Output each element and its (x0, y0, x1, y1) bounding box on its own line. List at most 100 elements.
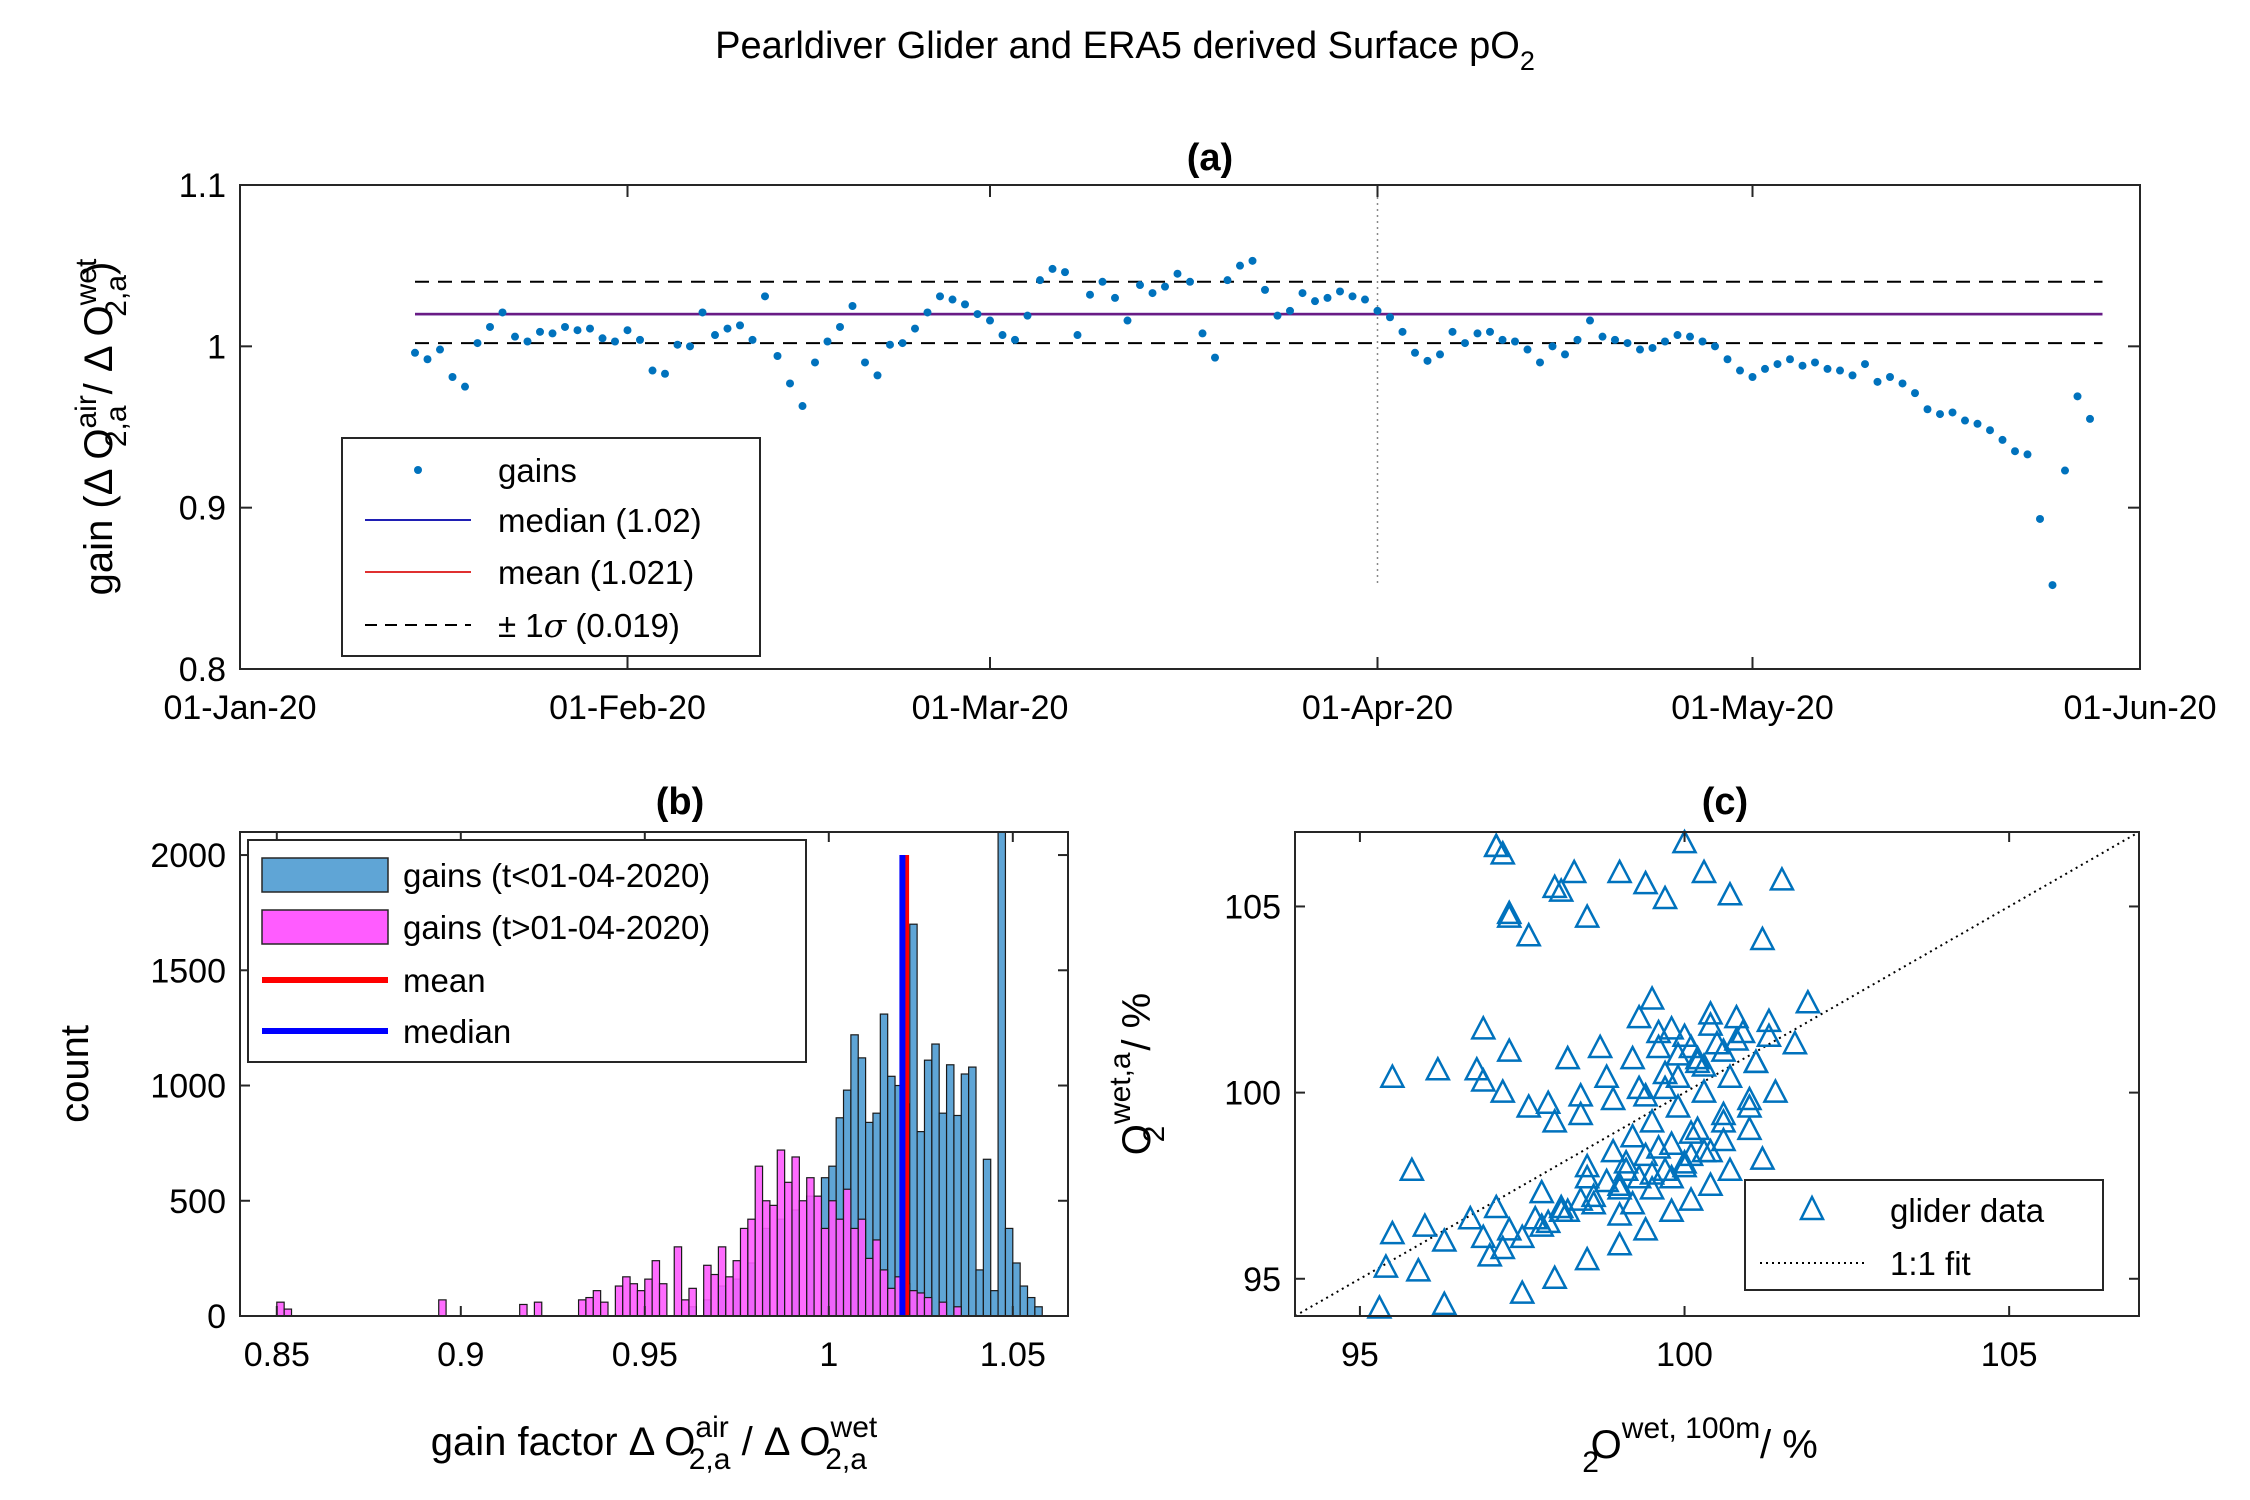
glider-point (1710, 1100, 1737, 1126)
hist-bar-after (842, 1188, 852, 1317)
glider-point (1496, 902, 1523, 928)
gain-point (1373, 306, 1382, 315)
gain-point (1711, 342, 1719, 351)
legend-before-label: gains (t<01-04-2020) (403, 857, 710, 894)
glider-point (1509, 1223, 1536, 1249)
panel-b-title: (b) (656, 781, 705, 823)
hist-bar-after (784, 1181, 793, 1317)
glider-point (1496, 1036, 1523, 1062)
gain-point (1098, 277, 1107, 286)
glider-point (1509, 1278, 1536, 1304)
glider-point (1528, 1211, 1555, 1237)
glider-point (1645, 1018, 1672, 1044)
glider-point (1639, 1174, 1666, 1200)
y-tick-label: 500 (169, 1183, 226, 1221)
gain-point (1061, 268, 1069, 277)
x-tick-label: 01-Apr-20 (1302, 689, 1453, 727)
panel-a-plot-area (411, 185, 2103, 590)
hist-bar-before (1004, 1227, 1014, 1317)
gain-point (761, 292, 769, 301)
hist-bar-after (739, 1227, 749, 1317)
glider-point (1587, 1033, 1614, 1059)
panel-a-legend: gains median (1.02) mean (1.021) ± 1σ (0… (341, 437, 761, 657)
gain-point (661, 369, 669, 378)
gain-point (1998, 435, 2007, 444)
y-tick-label: 0 (207, 1298, 226, 1336)
glider-point (1658, 1197, 1685, 1222)
glider-point (1632, 869, 1659, 895)
panel-a-y-axis: 0.8 0.9 1 1.1 (179, 167, 2140, 689)
gain-point (2086, 414, 2094, 423)
gain-point (1148, 289, 1157, 298)
legend-gains-label: gains (498, 452, 577, 489)
gain-point (1198, 329, 1207, 338)
hist-bar-before (1019, 1285, 1029, 1317)
glider-point (1742, 1048, 1770, 1074)
gain-point (1811, 358, 1819, 367)
glider-point (1716, 1156, 1744, 1182)
gain-point (836, 322, 844, 331)
glider-point (1768, 865, 1795, 891)
glider-point (1574, 902, 1601, 928)
glider-point (1671, 1148, 1698, 1174)
gain-point (748, 335, 757, 344)
glider-point (1736, 1092, 1763, 1118)
glider-point (1424, 1055, 1451, 1081)
glider-point (1541, 873, 1568, 899)
hist-bar-before (953, 1114, 962, 1317)
gain-point (698, 308, 707, 317)
legend-median-label: median (1.02) (498, 502, 702, 539)
glider-point (1690, 1051, 1718, 1077)
glider-point (1703, 1029, 1731, 1055)
glider-point (1372, 1252, 1399, 1278)
glider-point (1723, 1003, 1750, 1029)
glider-point (1729, 1018, 1757, 1044)
glider-point (1496, 1215, 1523, 1241)
gain-point (1961, 416, 1969, 425)
gain-point (1286, 306, 1294, 315)
gain-point (536, 327, 544, 336)
x-tick-label: 95 (1341, 1336, 1379, 1374)
glider-point (1645, 1033, 1672, 1059)
gain-point (1073, 331, 1082, 340)
gain-point (1736, 366, 1744, 375)
hist-bar-after (717, 1246, 727, 1317)
gain-point (598, 334, 607, 343)
glider-point (1411, 1211, 1438, 1237)
panel-c-axes-box (1294, 831, 2140, 1317)
gain-point (1173, 269, 1182, 278)
glider-point (1561, 858, 1588, 884)
legend-mean-label: mean (1.021) (498, 554, 694, 591)
gain-point (1748, 372, 1757, 381)
gain-point (948, 295, 957, 304)
glider-point (1762, 1077, 1789, 1103)
hist-bar-after (283, 1308, 293, 1317)
gain-point (1236, 261, 1244, 270)
gain-point (1623, 339, 1632, 348)
glider-point (1697, 1170, 1724, 1196)
gain-point (448, 372, 457, 381)
glider-point (1671, 1022, 1698, 1048)
glider-point (1548, 1193, 1575, 1219)
panel-a-ylabel: gain (Δ Oair2,a / Δ Owet2,a) (70, 258, 133, 595)
hist-bar-after (887, 1287, 896, 1317)
gain-point (1436, 350, 1444, 359)
gain-point (1723, 355, 1732, 364)
hist-bar-after (276, 1301, 285, 1317)
panel-c-y-axis: 95 100 105 (1224, 888, 2139, 1299)
glider-point (1736, 1115, 1763, 1141)
glider-point (1476, 1241, 1503, 1267)
hist-bar-after (761, 1200, 771, 1317)
panel-b-y-axis: 0 500 1000 1500 2000 (150, 837, 1068, 1336)
glider-point (1515, 1092, 1542, 1118)
panel-c-legend: glider data 1:1 fit (1744, 1179, 2104, 1291)
gain-point (1786, 355, 1794, 364)
glider-point (1600, 1137, 1627, 1163)
gain-point (511, 332, 519, 341)
legend-glider-label: glider data (1890, 1192, 2045, 1229)
gain-point (2048, 581, 2057, 590)
glider-point (1651, 884, 1679, 910)
hist-bar-before (968, 1066, 977, 1317)
x-tick-label: 1 (819, 1336, 838, 1374)
glider-point (1639, 1159, 1666, 1185)
